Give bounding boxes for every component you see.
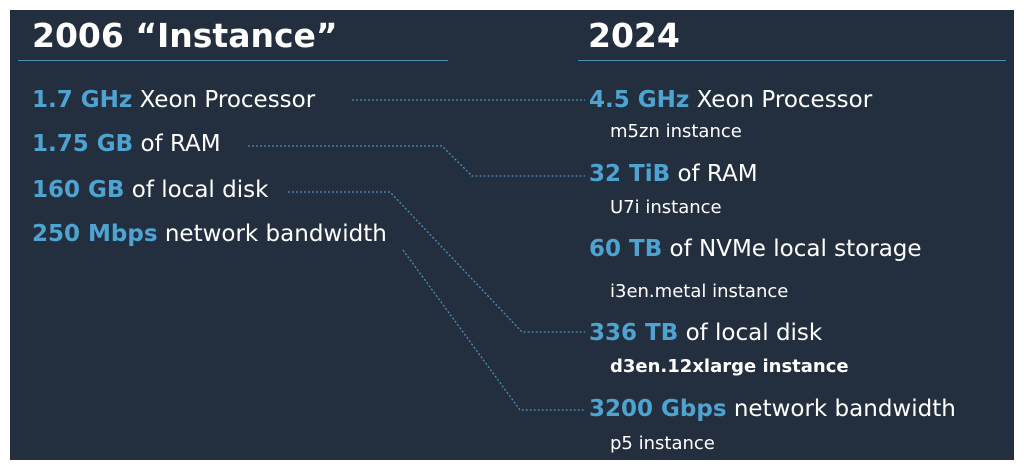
spec-label: network bandwidth — [164, 221, 387, 247]
page-margin-bottom — [0, 460, 1024, 472]
spec-value: 32 TiB — [589, 161, 671, 187]
spec-label: of local disk — [685, 320, 823, 346]
spec-label: of local disk — [131, 177, 269, 203]
spec-value: 336 TB — [589, 320, 679, 346]
spec-2024-nvme: 60 TB of NVMe local storage — [589, 234, 922, 264]
spec-label: of RAM — [677, 161, 758, 187]
spec-label: network bandwidth — [733, 396, 956, 422]
heading-rule-right — [578, 60, 1006, 61]
spec-value: 1.7 GHz — [32, 87, 133, 113]
spec-2006-processor: 1.7 GHz Xeon Processor — [32, 85, 315, 115]
connector-lines — [248, 99, 585, 411]
spec-2006-bandwidth: 250 Mbps network bandwidth — [32, 219, 387, 249]
spec-value: 60 TB — [589, 236, 663, 262]
instance-i3en: i3en.metal instance — [610, 281, 789, 302]
spec-2024-disk: 336 TB of local disk — [589, 318, 822, 348]
spec-2024-bandwidth: 3200 Gbps network bandwidth — [589, 394, 956, 424]
heading-2006: 2006 “Instance” — [32, 16, 338, 55]
heading-rule-left — [18, 60, 448, 61]
spec-value: 4.5 GHz — [589, 87, 690, 113]
spec-2024-processor: 4.5 GHz Xeon Processor — [589, 85, 872, 115]
spec-2006-ram: 1.75 GB of RAM — [32, 129, 221, 159]
spec-value: 160 GB — [32, 177, 125, 203]
heading-2024: 2024 — [588, 16, 680, 55]
spec-label: Xeon Processor — [696, 87, 873, 113]
spec-label: of NVMe local storage — [669, 236, 922, 262]
spec-value: 250 Mbps — [32, 221, 158, 247]
instance-u7i: U7i instance — [610, 197, 722, 218]
connector-ram — [248, 145, 585, 177]
instance-m5zn: m5zn instance — [610, 121, 742, 142]
instance-d3en: d3en.12xlarge instance — [610, 356, 849, 377]
spec-2006-disk: 160 GB of local disk — [32, 175, 268, 205]
comparison-slide: 2006 “Instance” 2024 1.7 GHz Xeon Proces… — [10, 10, 1014, 460]
spec-2024-ram: 32 TiB of RAM — [589, 159, 758, 189]
spec-value: 1.75 GB — [32, 131, 134, 157]
instance-p5: p5 instance — [610, 433, 715, 454]
spec-label: of RAM — [140, 131, 221, 157]
spec-label: Xeon Processor — [139, 87, 316, 113]
connector-disk — [288, 191, 585, 333]
spec-value: 3200 Gbps — [589, 396, 727, 422]
connector-bandwidth — [402, 249, 585, 411]
